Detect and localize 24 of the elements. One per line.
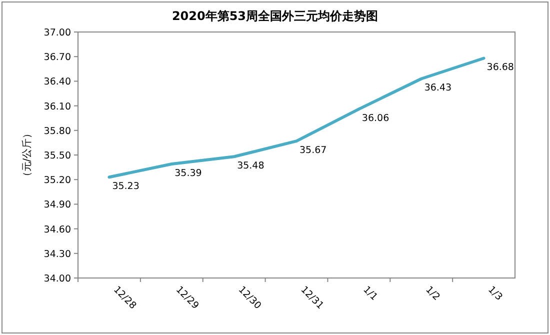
y-tick-label: 34.30 (44, 248, 71, 260)
y-tick-label: 36.10 (44, 101, 71, 112)
x-tick-label: 1/3 (486, 284, 504, 303)
data-label: 35.23 (112, 181, 140, 192)
y-tick-label: 35.50 (44, 150, 71, 162)
data-label: 36.06 (362, 113, 390, 124)
y-tick-label: 36.40 (44, 76, 71, 88)
data-label: 35.67 (300, 145, 327, 156)
y-tick-label: 34.60 (44, 224, 71, 236)
data-label: 35.48 (237, 160, 264, 172)
y-axis-title: （元/公斤） (21, 128, 33, 182)
data-label: 35.39 (174, 168, 202, 180)
data-label: 36.68 (486, 62, 514, 74)
line-series (108, 56, 486, 179)
x-tick-label: 1/1 (360, 284, 380, 303)
y-tick-label: 35.20 (44, 175, 71, 186)
y-tick-label: 34.90 (44, 200, 71, 211)
y-tick-label: 37.00 (44, 28, 71, 38)
x-tick-label: 1/2 (423, 284, 442, 303)
y-tick-label: 36.70 (44, 52, 71, 64)
data-label: 36.43 (424, 82, 452, 94)
y-tick-label: 34.00 (44, 274, 71, 284)
y-tick-label: 35.80 (44, 126, 71, 137)
chart-title: 2020年第53周全国外三元均价走势图 (172, 9, 378, 23)
